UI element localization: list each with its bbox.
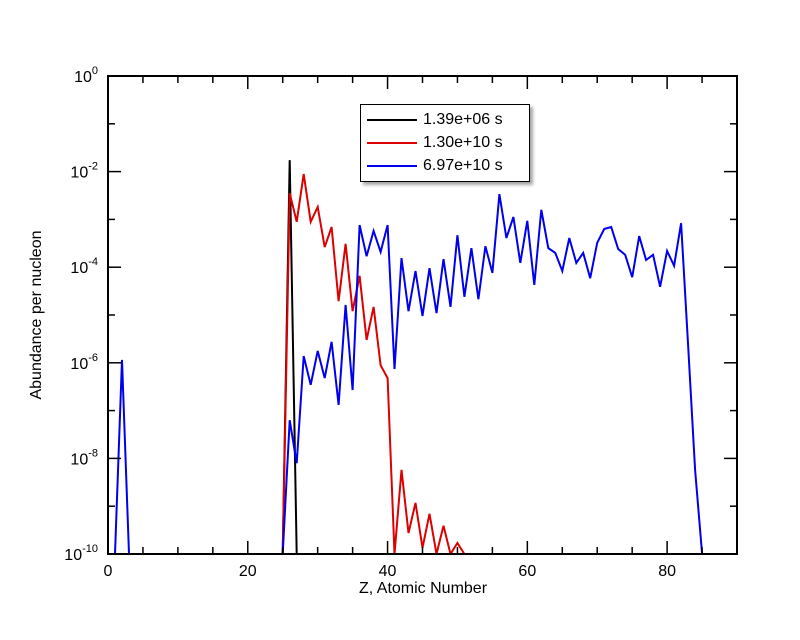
y-axis-label: Abundance per nucleon [28, 230, 45, 400]
legend-label: 1.30e+10 s [423, 133, 503, 151]
y-tick-label: 100 [74, 65, 98, 86]
legend-item: 6.97e+10 s [361, 154, 529, 177]
legend-swatch-black [367, 118, 417, 121]
series-layer [114, 160, 704, 554]
legend-item: 1.39e+06 s [361, 108, 529, 131]
y-tick-label: 10-6 [70, 352, 98, 373]
x-tick-label: 60 [518, 563, 536, 580]
x-axis-label: Z, Atomic Number [358, 580, 488, 597]
axes-frame: 0 20 40 60 80 10-10 10-8 10-6 10-4 10-2 100 [64, 65, 738, 580]
series-line-1 [281, 173, 466, 554]
series-line-2 [114, 193, 704, 554]
y-tick-label: 10-8 [70, 447, 98, 468]
legend-swatch-blue [367, 164, 417, 167]
y-tick-label: 10-10 [64, 543, 98, 564]
y-tick-label: 10-4 [70, 256, 98, 277]
y-tick-label: 10-2 [70, 161, 98, 182]
legend-label: 6.97e+10 s [423, 156, 503, 174]
legend-label: 1.39e+06 s [423, 110, 503, 128]
x-tick-label: 80 [658, 563, 676, 580]
x-tick-label: 20 [239, 563, 257, 580]
x-tick-label: 40 [379, 563, 397, 580]
legend-swatch-red [367, 141, 417, 144]
x-tick-label: 0 [104, 563, 113, 580]
legend-item: 1.30e+10 s [361, 131, 529, 154]
legend: 1.39e+06 s 1.30e+10 s 6.97e+10 s [360, 104, 530, 182]
